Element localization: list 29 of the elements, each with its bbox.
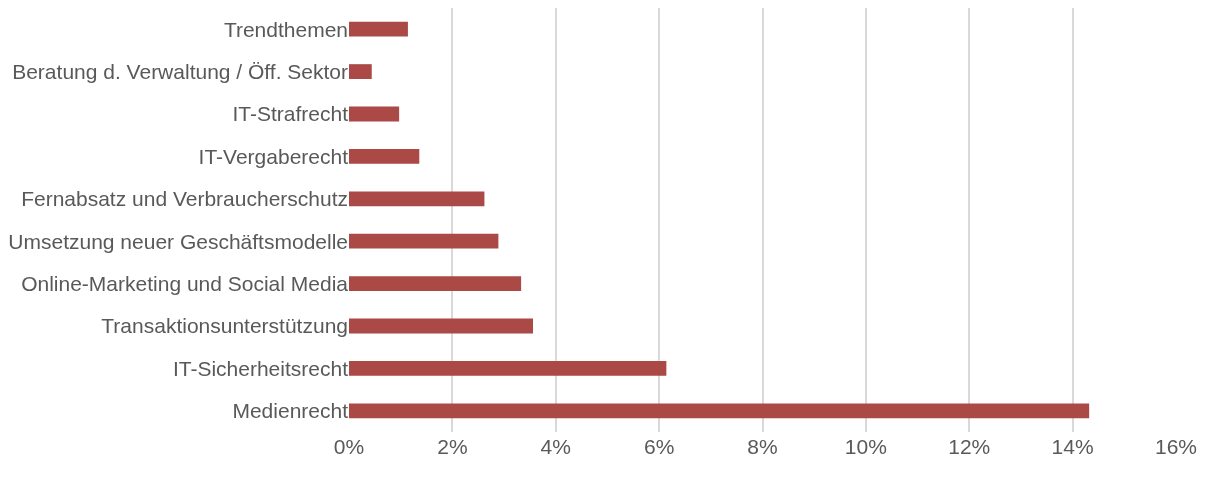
bar: [349, 276, 522, 292]
x-tick-label: 14%: [1051, 435, 1094, 458]
bar: [349, 360, 667, 376]
x-tick-label: 16%: [1154, 435, 1198, 458]
y-tick-label: IT-Strafrecht: [232, 102, 349, 126]
x-tick-label: 10%: [844, 435, 887, 458]
x-tick-label: 12%: [948, 435, 991, 458]
x-tick-label: 0%: [333, 435, 365, 458]
x-tick-label: 8%: [747, 435, 778, 458]
y-tick-label: Transaktionsunterstützung: [101, 314, 348, 338]
y-tick-label: Online-Marketing und Social Media: [21, 271, 349, 295]
y-tick-label: IT-Vergaberecht: [198, 144, 349, 168]
x-tick-label: 4%: [540, 435, 571, 458]
bar: [349, 233, 499, 249]
y-tick-label: Umsetzung neuer Geschäftsmodelle: [8, 229, 348, 253]
bar: [349, 191, 485, 207]
y-tick-label: Beratung d. Verwaltung / Öff. Sektor: [12, 59, 348, 83]
bar: [349, 106, 400, 122]
bar: [349, 64, 372, 80]
y-tick-label: IT-Sicherheitsrecht: [172, 356, 349, 380]
x-tick-label: 2%: [437, 435, 468, 458]
y-tick-label: Medienrecht: [232, 399, 349, 423]
bar: [349, 148, 420, 164]
x-tick-label: 6%: [643, 435, 675, 458]
bar: [349, 21, 408, 37]
bar: [349, 318, 534, 334]
y-tick-label: Fernabsatz und Verbraucherschutz: [21, 187, 348, 211]
bar: [349, 403, 1090, 419]
y-tick-label: Trendthemen: [223, 17, 348, 41]
